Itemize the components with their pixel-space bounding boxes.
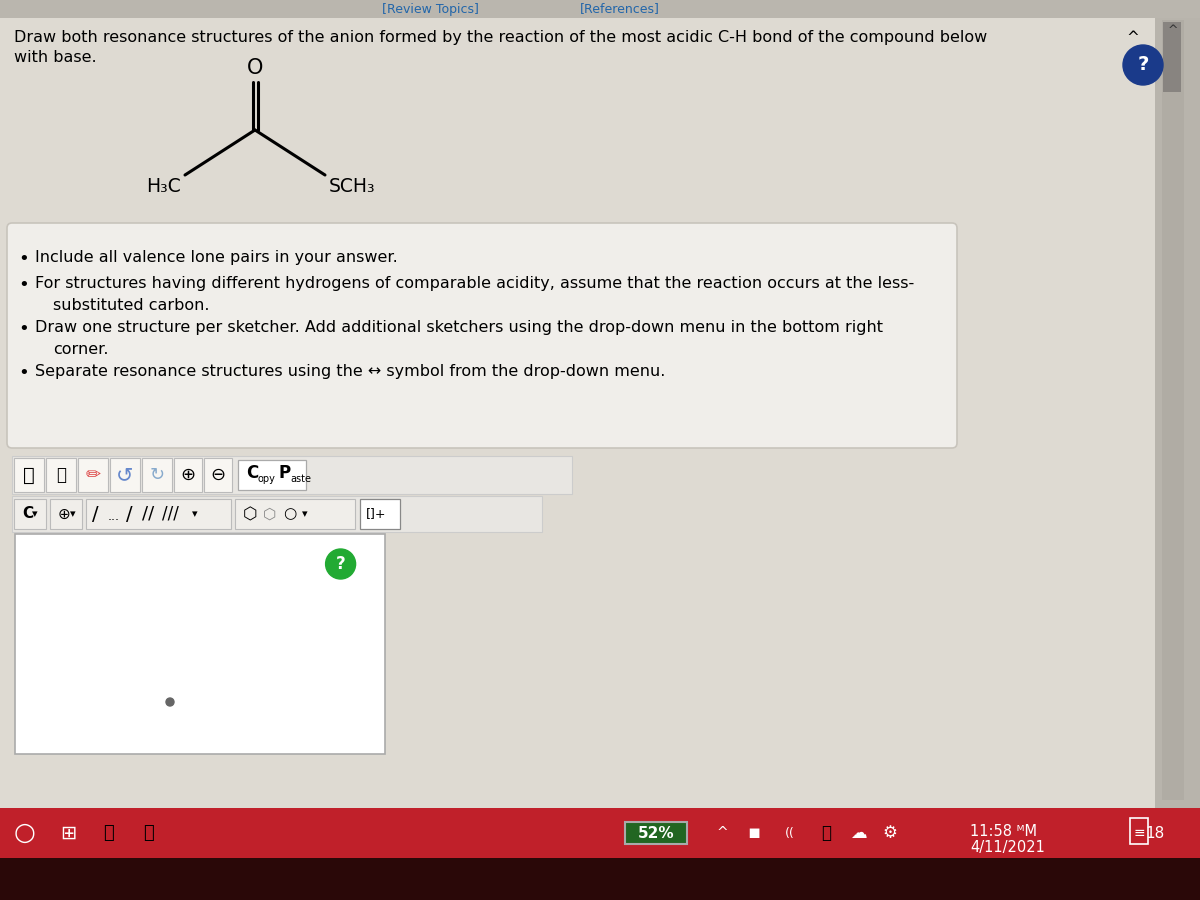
Text: /: / xyxy=(126,505,133,524)
Bar xyxy=(0,808,1200,858)
Text: 18: 18 xyxy=(1145,825,1165,841)
Text: ▾: ▾ xyxy=(32,509,37,519)
Text: ↺: ↺ xyxy=(116,465,133,485)
Bar xyxy=(238,460,306,490)
Text: 📁: 📁 xyxy=(103,824,113,842)
Text: C: C xyxy=(246,464,258,482)
Bar xyxy=(0,0,1200,18)
Circle shape xyxy=(325,549,355,579)
Text: ⬡: ⬡ xyxy=(242,505,258,523)
Text: corner.: corner. xyxy=(53,342,108,357)
Text: O: O xyxy=(247,58,263,78)
Bar xyxy=(1163,22,1181,92)
Text: Draw one structure per sketcher. Add additional sketchers using the drop-down me: Draw one structure per sketcher. Add add… xyxy=(35,320,883,335)
Text: //: // xyxy=(142,505,155,523)
Text: Separate resonance structures using the ↔ symbol from the drop-down menu.: Separate resonance structures using the … xyxy=(35,364,665,379)
Bar xyxy=(204,458,232,492)
Bar xyxy=(12,496,542,532)
Text: ///: /// xyxy=(162,505,179,523)
Bar xyxy=(14,534,385,754)
Bar xyxy=(360,499,400,529)
Text: ...: ... xyxy=(108,509,120,523)
Text: ≡: ≡ xyxy=(1133,826,1145,840)
Bar xyxy=(1154,18,1200,808)
Bar xyxy=(14,499,46,529)
Text: ^: ^ xyxy=(716,826,728,840)
Text: For structures having different hydrogens of comparable acidity, assume that the: For structures having different hydrogen… xyxy=(35,276,914,291)
Text: ⊖: ⊖ xyxy=(210,466,226,484)
Text: 11:58 ᴹM: 11:58 ᴹM xyxy=(970,824,1037,839)
Text: 4/11/2021: 4/11/2021 xyxy=(970,840,1045,855)
Text: substituted carbon.: substituted carbon. xyxy=(53,298,210,313)
Text: •: • xyxy=(18,250,29,268)
Bar xyxy=(174,458,202,492)
Text: 🦊: 🦊 xyxy=(143,824,154,842)
Bar xyxy=(625,822,686,844)
Text: ?: ? xyxy=(336,555,346,573)
Bar xyxy=(46,458,76,492)
Text: ⚙: ⚙ xyxy=(882,824,898,842)
Circle shape xyxy=(166,698,174,706)
Text: ○: ○ xyxy=(14,821,36,845)
Text: ^: ^ xyxy=(1168,23,1178,37)
FancyBboxPatch shape xyxy=(7,223,958,448)
Text: •: • xyxy=(18,364,29,382)
Text: ✏: ✏ xyxy=(85,466,101,484)
Text: [References]: [References] xyxy=(580,3,660,15)
Bar xyxy=(78,458,108,492)
Text: H₃C: H₃C xyxy=(146,177,181,196)
Bar xyxy=(1162,20,1184,800)
Text: ✋: ✋ xyxy=(23,465,35,484)
Text: P: P xyxy=(278,464,290,482)
Bar xyxy=(110,458,140,492)
Text: ↻: ↻ xyxy=(150,466,164,484)
Text: 🔊: 🔊 xyxy=(821,824,830,842)
Text: Draw both resonance structures of the anion formed by the reaction of the most a: Draw both resonance structures of the an… xyxy=(14,30,988,45)
Text: Include all valence lone pairs in your answer.: Include all valence lone pairs in your a… xyxy=(35,250,397,265)
Text: 52%: 52% xyxy=(637,825,674,841)
Text: ((: (( xyxy=(785,826,794,840)
Text: /: / xyxy=(92,505,98,524)
Text: ⊞: ⊞ xyxy=(60,824,76,842)
Text: ?: ? xyxy=(1138,56,1148,75)
Text: ^: ^ xyxy=(1127,30,1139,45)
Bar xyxy=(142,458,172,492)
Text: ⊕: ⊕ xyxy=(58,507,71,521)
Text: ▾: ▾ xyxy=(302,509,307,519)
Text: opy: opy xyxy=(258,474,276,484)
Bar xyxy=(50,499,82,529)
Bar xyxy=(235,499,355,529)
Text: ⊕: ⊕ xyxy=(180,466,196,484)
Text: ○: ○ xyxy=(283,507,296,521)
Text: •: • xyxy=(18,320,29,338)
Bar xyxy=(86,499,230,529)
Text: C: C xyxy=(22,507,34,521)
Bar xyxy=(14,458,44,492)
Text: 🗒: 🗒 xyxy=(56,466,66,484)
Text: ☁: ☁ xyxy=(850,824,866,842)
Bar xyxy=(0,858,1200,900)
Text: ▾: ▾ xyxy=(192,509,198,519)
Bar xyxy=(0,18,1154,808)
Bar xyxy=(1130,818,1148,844)
Text: []+: []+ xyxy=(366,508,386,520)
Text: •: • xyxy=(18,276,29,294)
Text: aste: aste xyxy=(290,474,311,484)
Text: SCH₃: SCH₃ xyxy=(329,177,376,196)
Text: [Review Topics]: [Review Topics] xyxy=(382,3,479,15)
Text: ▾: ▾ xyxy=(70,509,76,519)
Bar xyxy=(12,456,572,494)
Text: ▪: ▪ xyxy=(748,824,761,842)
Circle shape xyxy=(1123,45,1163,85)
Text: ⬡: ⬡ xyxy=(263,507,276,521)
Text: with base.: with base. xyxy=(14,50,97,65)
